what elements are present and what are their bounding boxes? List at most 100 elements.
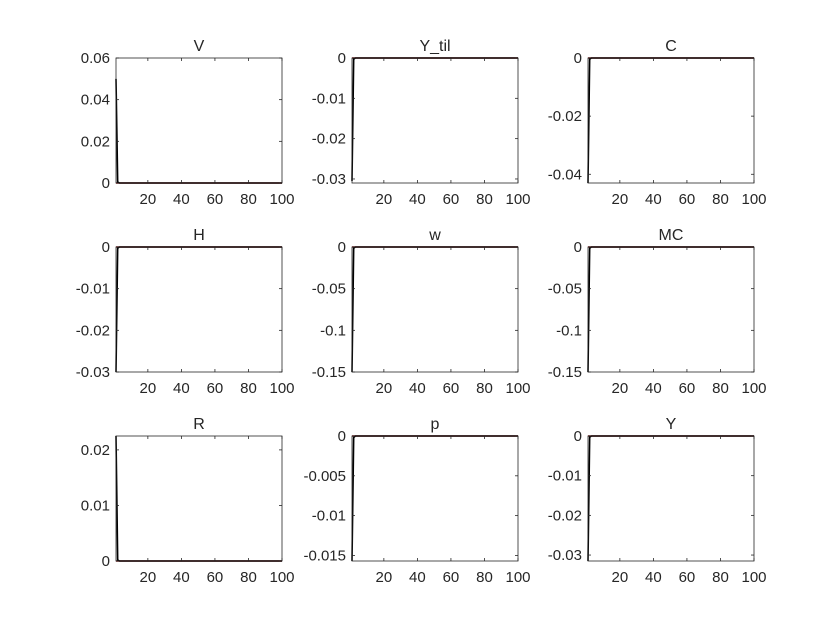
- panel-c-xtick-label: 60: [679, 191, 696, 208]
- panel-h-xtick-label: 40: [173, 380, 190, 397]
- panel-v-xtick-label: 100: [269, 191, 294, 208]
- panel-w-plot-area: [352, 247, 518, 372]
- panel-y-til-ytick-label: -0.02: [312, 131, 346, 148]
- panel-w-xtick-label: 80: [476, 380, 493, 397]
- panel-r-ytick-label: 0.01: [81, 497, 110, 514]
- panel-w-axes-box: [351, 246, 519, 373]
- panel-r: 20 40 60 80 100 0 0.01 0.02 R: [81, 416, 295, 586]
- panel-v-xtick-label: 80: [240, 191, 257, 208]
- panel-c-xtick-label: 100: [741, 191, 766, 208]
- panel-h-axes-box: [115, 246, 283, 373]
- panel-v: 20 40 60 80 100 0 0.02 0.04 0.06 V: [81, 38, 295, 208]
- panel-v-axes-box: [115, 57, 283, 184]
- panel-w-xtick-label: 100: [505, 380, 530, 397]
- panel-y-til-xtick-label: 40: [409, 191, 426, 208]
- panel-y-axes-box: [587, 435, 755, 562]
- panel-h: 20 40 60 80 100 -0.03 -0.02 -0.01 0 H: [76, 227, 295, 397]
- panel-y-ytick-label: 0: [574, 428, 582, 445]
- panel-c-ytick-label: -0.04: [548, 166, 582, 183]
- panel-h-xtick-label: 60: [207, 380, 224, 397]
- panel-w-ytick-label: 0: [338, 239, 346, 256]
- panel-y-til: 20 40 60 80 100 -0.03 -0.02 -0.01 0 Y_til: [312, 38, 531, 208]
- panel-w-ytick-label: -0.05: [312, 281, 346, 298]
- panel-y-xtick-label: 60: [679, 569, 696, 586]
- panel-y-til-axes-box: [351, 57, 519, 184]
- panel-w-title: w: [428, 227, 441, 244]
- panel-c-title: C: [665, 38, 677, 55]
- panel-p-ytick-label: -0.015: [303, 547, 346, 564]
- panel-h-xtick-label: 100: [269, 380, 294, 397]
- panel-p-xtick-label: 60: [443, 569, 460, 586]
- panel-y-ytick-label: -0.03: [548, 547, 582, 564]
- panel-mc-xtick-label: 100: [741, 380, 766, 397]
- panel-h-plot-area: [116, 247, 282, 372]
- panel-y: 20 40 60 80 100 -0.03 -0.02 -0.01 0 Y: [548, 416, 767, 586]
- panel-y-xtick-label: 100: [741, 569, 766, 586]
- panel-r-ytick-label: 0: [102, 553, 110, 570]
- panel-y-til-xtick-label: 100: [505, 191, 530, 208]
- panel-w-ytick-label: -0.15: [312, 364, 346, 381]
- panel-c-xtick-label: 80: [712, 191, 729, 208]
- panel-mc-plot-area: [588, 247, 754, 372]
- panel-r-ytick-label: 0.02: [81, 442, 110, 459]
- panel-r-xtick-label: 40: [173, 569, 190, 586]
- panel-h-ytick-label: -0.03: [76, 364, 110, 381]
- panel-p-xtick-label: 20: [376, 569, 393, 586]
- panel-h-title: H: [193, 227, 205, 244]
- panel-y-til-xtick-label: 20: [376, 191, 393, 208]
- panel-c-xtick-label: 20: [612, 191, 629, 208]
- panel-p-axes-box: [351, 435, 519, 562]
- panel-v-xtick-label: 60: [207, 191, 224, 208]
- panel-v-xtick-label: 40: [173, 191, 190, 208]
- panel-h-ytick-label: 0: [102, 239, 110, 256]
- panel-y-til-plot-area: [352, 58, 518, 183]
- panel-w-xtick-label: 20: [376, 380, 393, 397]
- panel-h-xtick-label: 80: [240, 380, 257, 397]
- panel-r-plot-area: [116, 436, 282, 561]
- panel-y-title: Y: [666, 416, 677, 433]
- panel-v-xtick-label: 20: [140, 191, 157, 208]
- panel-v-ytick-label: 0: [102, 175, 110, 192]
- panel-mc-ytick-label: 0: [574, 239, 582, 256]
- panel-h-xtick-label: 20: [140, 380, 157, 397]
- panel-y-xtick-label: 20: [612, 569, 629, 586]
- panel-p: 20 40 60 80 100 -0.015 -0.01 -0.005 0 p: [303, 416, 530, 586]
- panel-y-til-ytick-label: 0: [338, 50, 346, 67]
- panel-v-title: V: [194, 38, 205, 55]
- panel-r-title: R: [193, 416, 205, 433]
- panel-y-plot-area: [588, 436, 754, 561]
- panel-c-ytick-label: -0.02: [548, 108, 582, 125]
- panel-r-xtick-label: 60: [207, 569, 224, 586]
- panel-p-plot-area: [352, 436, 518, 561]
- panel-mc-ytick-label: -0.1: [556, 322, 582, 339]
- panel-mc-ytick-label: -0.05: [548, 281, 582, 298]
- panel-h-ytick-label: -0.02: [76, 322, 110, 339]
- panel-mc-xtick-label: 80: [712, 380, 729, 397]
- panel-y-til-xtick-label: 60: [443, 191, 460, 208]
- panel-y-til-title: Y_til: [419, 38, 450, 55]
- panel-r-xtick-label: 100: [269, 569, 294, 586]
- panel-r-axes-box: [115, 435, 283, 562]
- panel-mc-title: MC: [659, 227, 684, 244]
- panel-p-xtick-label: 80: [476, 569, 493, 586]
- panel-mc: 20 40 60 80 100 -0.15 -0.1 -0.05 0 MC: [548, 227, 767, 397]
- panel-p-xtick-label: 40: [409, 569, 426, 586]
- panel-v-ytick-label: 0.06: [81, 50, 110, 67]
- panel-c: 20 40 60 80 100 -0.04 -0.02 0 C: [548, 38, 767, 208]
- panel-mc-ytick-label: -0.15: [548, 364, 582, 381]
- panel-p-ytick-label: -0.005: [303, 468, 346, 485]
- panel-y-til-ytick-label: -0.03: [312, 171, 346, 188]
- panel-v-ytick-label: 0.04: [81, 92, 110, 109]
- panel-mc-xtick-label: 20: [612, 380, 629, 397]
- panel-c-axes-box: [587, 57, 755, 184]
- panel-c-plot-area: [588, 58, 754, 183]
- panel-w-ytick-label: -0.1: [320, 322, 346, 339]
- panel-y-ytick-label: -0.02: [548, 507, 582, 524]
- panel-p-ytick-label: 0: [338, 428, 346, 445]
- panel-p-title: p: [431, 416, 440, 433]
- panel-p-ytick-label: -0.01: [312, 508, 346, 525]
- panel-w-xtick-label: 40: [409, 380, 426, 397]
- panel-h-ytick-label: -0.01: [76, 281, 110, 298]
- panel-p-xtick-label: 100: [505, 569, 530, 586]
